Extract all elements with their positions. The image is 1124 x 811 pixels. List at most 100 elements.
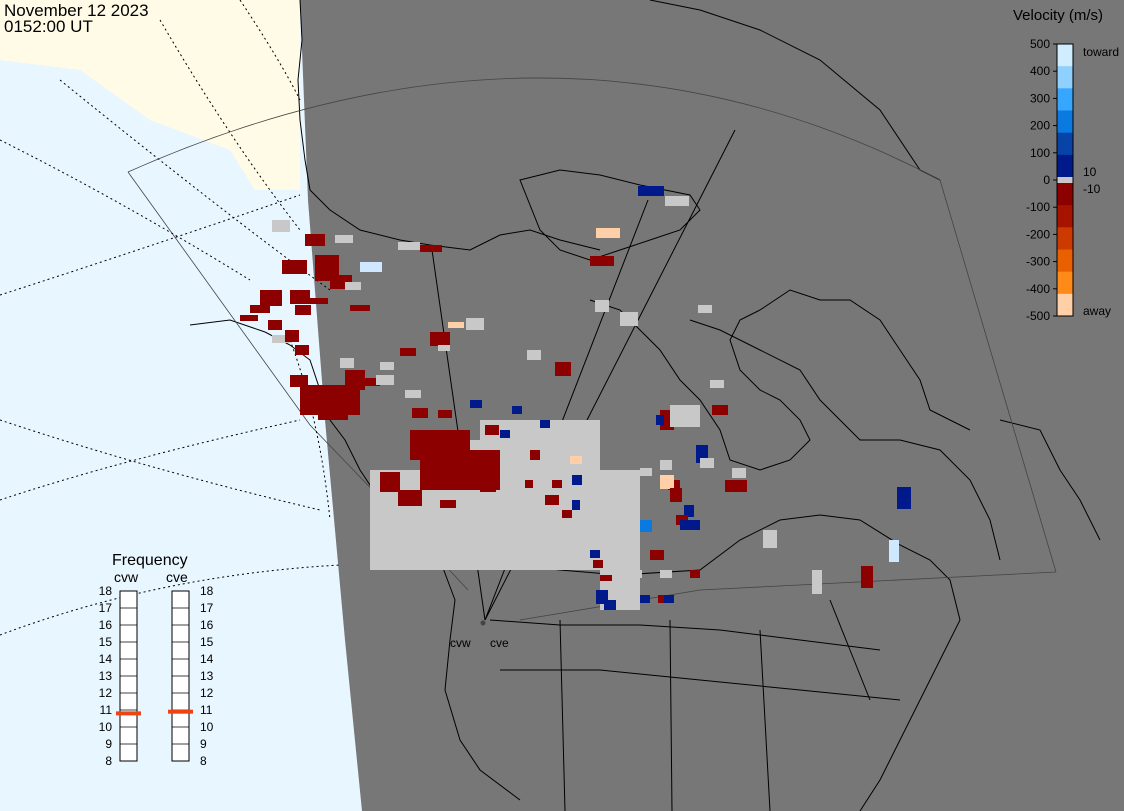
velocity-cell <box>438 345 450 351</box>
frequency-scale-right: 10 <box>200 720 214 734</box>
colorbar-tick-label: -200 <box>1026 227 1050 241</box>
frequency-scale-right: 16 <box>200 618 214 632</box>
colorbar-tick-label: 200 <box>1030 119 1050 133</box>
radar-site-marker <box>480 620 486 626</box>
colorbar-tick-label: -400 <box>1026 282 1050 296</box>
colorbar-tick-label: 500 <box>1030 37 1050 51</box>
frequency-scale-left: 9 <box>105 737 112 751</box>
velocity-cell <box>763 530 777 548</box>
velocity-cell <box>612 485 626 493</box>
colorbar-toward-swatch <box>1057 88 1073 111</box>
velocity-cell <box>430 332 450 346</box>
colorbar-away-swatch <box>1057 249 1073 273</box>
velocity-cell <box>305 234 325 246</box>
frequency-scale-left: 16 <box>99 618 113 632</box>
frequency-scale-left: 8 <box>105 754 112 768</box>
frequency-panel: Frequency cvw cve 18 18 17 17 16 16 15 15 14 14 13… <box>99 552 214 768</box>
velocity-cell <box>555 362 571 376</box>
velocity-cell <box>250 305 270 313</box>
colorbar-away-swatch <box>1057 271 1073 295</box>
velocity-cell <box>732 468 746 478</box>
velocity-cell <box>540 420 550 428</box>
velocity-cell <box>290 375 308 387</box>
velocity-cell <box>295 305 311 315</box>
colorbar-near-zero-pos: 10 <box>1083 165 1097 179</box>
velocity-cell <box>670 405 700 427</box>
velocity-cell <box>698 305 712 313</box>
frequency-scale-left: 14 <box>99 652 113 666</box>
colorbar-toward-label: toward <box>1083 45 1119 59</box>
colorbar-tick-label: 400 <box>1030 64 1050 78</box>
velocity-cell <box>530 450 540 460</box>
velocity-cell <box>552 480 562 488</box>
velocity-cell <box>438 410 452 418</box>
site-label-cvw: cvw <box>450 636 471 650</box>
frequency-scale-right: 18 <box>200 584 214 598</box>
velocity-cell <box>318 400 348 420</box>
velocity-cell <box>448 322 464 328</box>
velocity-cell <box>272 335 292 343</box>
velocity-cell <box>268 320 282 330</box>
velocity-cell <box>398 242 420 250</box>
velocity-cell <box>897 487 911 509</box>
frequency-scale-left: 12 <box>99 686 113 700</box>
velocity-cell <box>398 490 422 506</box>
velocity-cell <box>310 298 328 304</box>
coastlines <box>189 0 1101 811</box>
velocity-cell <box>575 520 585 528</box>
velocity-cell <box>889 540 899 562</box>
velocity-cell <box>595 300 609 312</box>
velocity-cell <box>350 305 370 311</box>
velocity-cell <box>660 570 672 578</box>
colorbar-tick-label: -500 <box>1026 309 1050 323</box>
colorbar-near-zero-neg: -10 <box>1083 182 1101 196</box>
velocity-cell <box>593 560 603 568</box>
coverage-boundary <box>127 77 1057 573</box>
colorbar-away-swatch <box>1057 205 1073 228</box>
velocity-cell <box>340 358 354 368</box>
velocity-cell <box>660 475 674 489</box>
header-time: 0152:00 UT <box>4 17 93 36</box>
velocity-cell <box>638 186 664 196</box>
colorbar-tick-label: 100 <box>1030 146 1050 160</box>
header-date: November 12 2023 <box>4 1 149 20</box>
velocity-cell <box>640 468 652 476</box>
velocity-cell <box>630 570 642 578</box>
daylight-land-alaska <box>0 0 300 190</box>
velocity-cell <box>640 595 650 603</box>
velocity-cell <box>470 400 482 408</box>
velocity-cell <box>285 330 299 342</box>
frequency-scale-right: 13 <box>200 669 214 683</box>
velocity-cell <box>360 378 380 386</box>
colorbar-toward-swatch <box>1057 66 1073 89</box>
frequency-title: Frequency <box>112 552 188 569</box>
velocity-cell <box>684 505 694 517</box>
velocity-cell <box>380 472 400 492</box>
velocity-cell <box>665 196 689 206</box>
velocity-cell <box>710 380 724 388</box>
velocity-cell <box>650 550 664 560</box>
colorbar-toward-swatch <box>1057 44 1073 67</box>
frequency-scale-right: 14 <box>200 652 214 666</box>
velocity-cell <box>812 570 822 594</box>
velocity-cell <box>485 425 499 435</box>
velocity-cell <box>712 405 728 415</box>
velocity-cell <box>660 460 672 470</box>
velocity-cell <box>590 550 600 558</box>
velocity-cell <box>480 480 496 492</box>
velocity-cell <box>380 362 394 370</box>
velocity-cell <box>460 460 500 476</box>
velocity-cell <box>664 595 674 603</box>
velocity-cell <box>405 390 421 398</box>
velocity-cell <box>670 488 682 502</box>
velocity-cell <box>700 458 714 468</box>
velocity-cell <box>512 406 522 414</box>
colorbar-away-swatch <box>1057 293 1073 317</box>
velocity-cell <box>525 480 533 488</box>
colorbar-title: Velocity (m/s) <box>1013 7 1103 24</box>
velocity-cell <box>604 600 616 610</box>
velocity-cell <box>240 315 258 321</box>
velocity-cell <box>272 220 290 232</box>
velocity-cell <box>527 350 541 360</box>
velocity-cell <box>572 475 582 485</box>
